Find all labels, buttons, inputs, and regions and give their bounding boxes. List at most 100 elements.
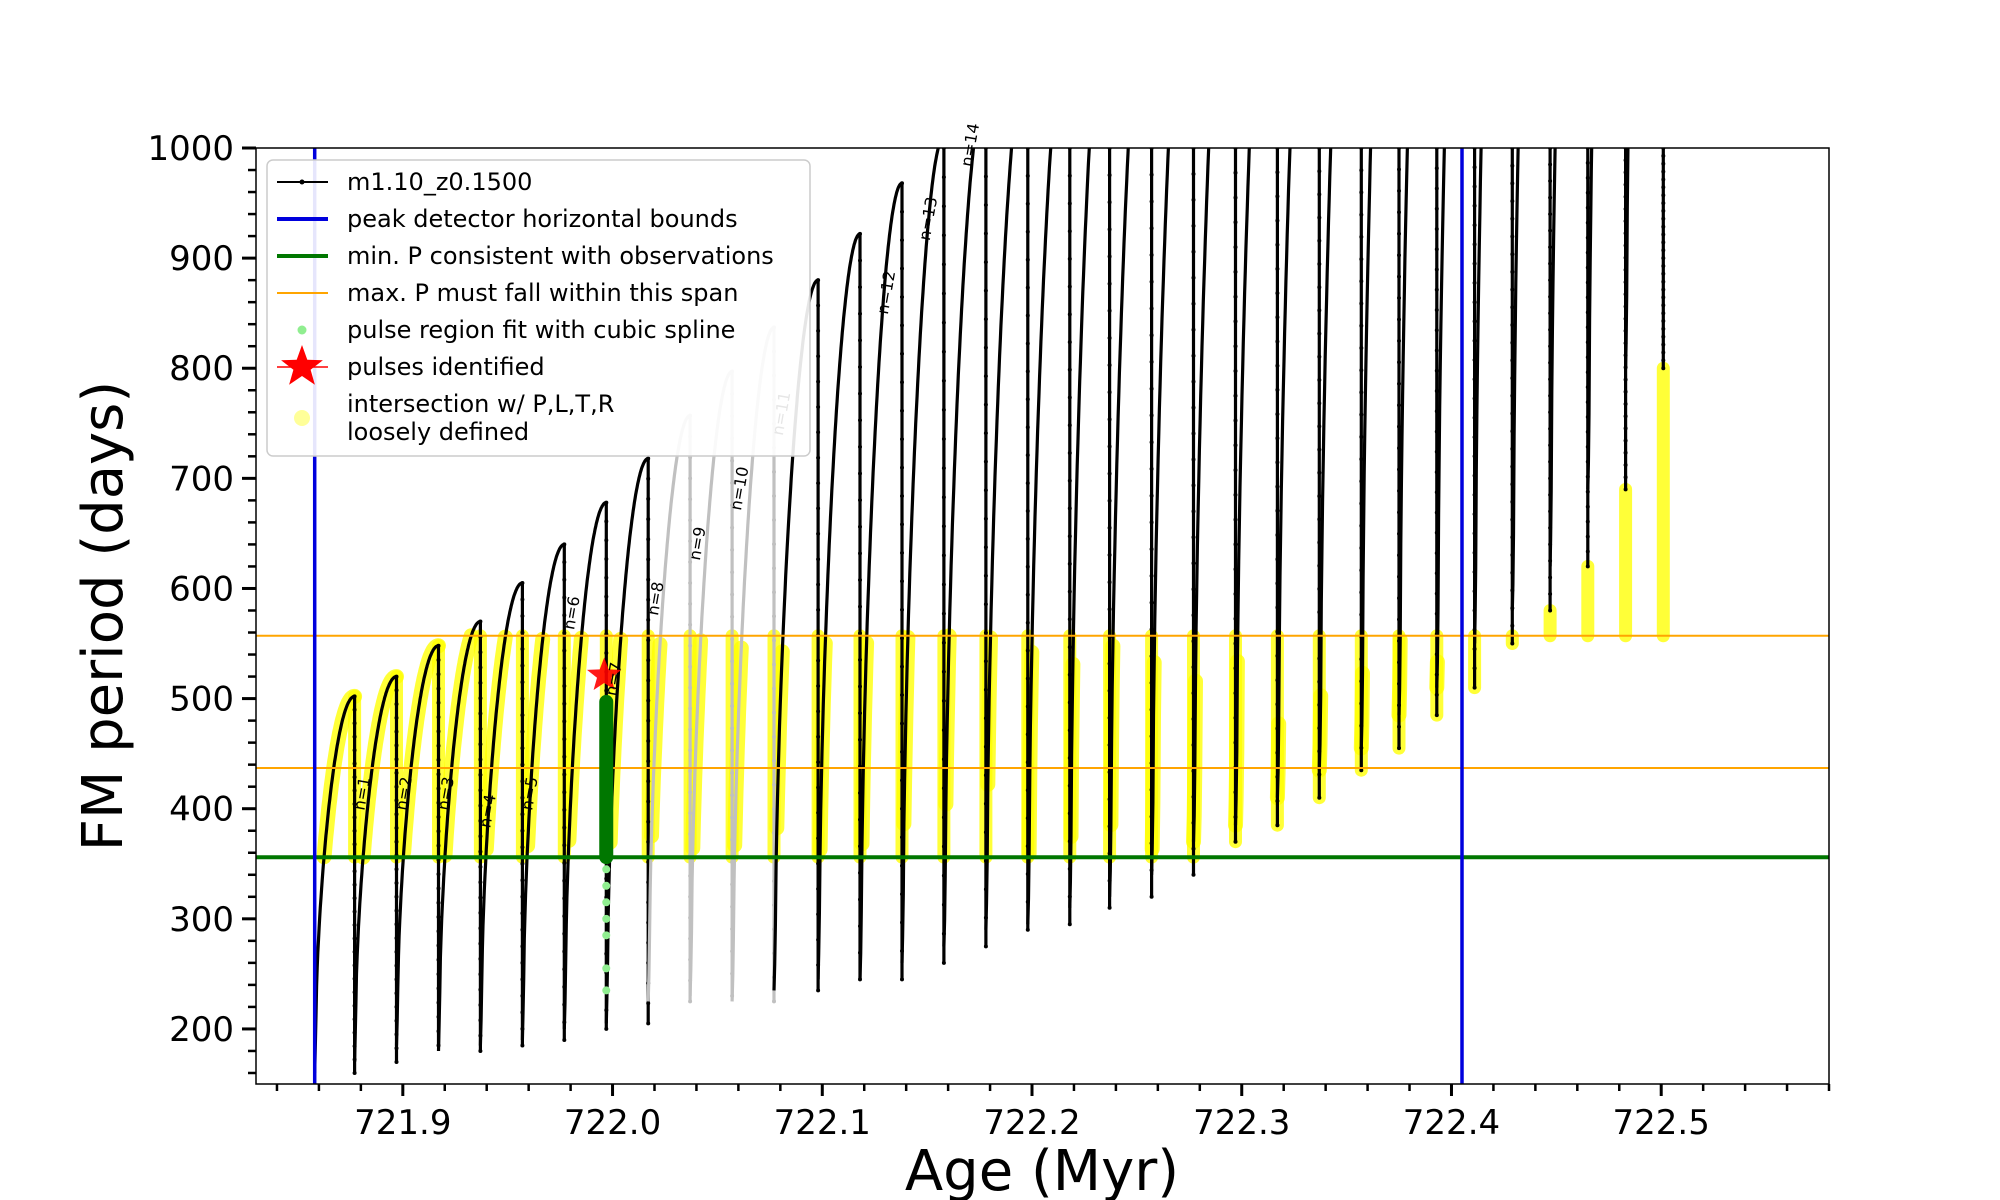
track-pulse-21 bbox=[1150, 148, 1196, 875]
track-marker bbox=[1025, 453, 1030, 458]
track-marker bbox=[562, 737, 567, 742]
track-marker bbox=[1233, 567, 1238, 572]
track-marker bbox=[1397, 274, 1401, 279]
track-marker bbox=[900, 522, 904, 527]
track-marker bbox=[1149, 466, 1154, 471]
track-marker bbox=[1397, 724, 1401, 729]
track-marker bbox=[858, 551, 862, 556]
track-marker bbox=[1233, 245, 1238, 250]
track-marker bbox=[1434, 389, 1439, 393]
track-marker bbox=[352, 694, 357, 699]
track-marker bbox=[941, 640, 946, 645]
track-marker bbox=[1661, 342, 1666, 347]
track-pulse-14 bbox=[858, 181, 904, 980]
track-marker bbox=[646, 779, 651, 784]
track-marker bbox=[1472, 261, 1477, 266]
track-marker bbox=[352, 923, 357, 927]
track-marker bbox=[1025, 620, 1030, 625]
track-marker bbox=[730, 659, 735, 664]
track-marker bbox=[688, 581, 693, 585]
track-marker bbox=[730, 726, 735, 731]
track-marker bbox=[941, 611, 946, 616]
track-marker bbox=[730, 837, 735, 842]
track-marker bbox=[478, 788, 483, 793]
legend: m1.10_z0.1500 peak detector horizontal b… bbox=[266, 159, 811, 457]
track-marker bbox=[858, 791, 862, 795]
track-marker bbox=[816, 684, 821, 688]
track-marker bbox=[1067, 589, 1072, 594]
track-marker bbox=[816, 658, 821, 663]
track-marker bbox=[1317, 215, 1322, 220]
track-marker bbox=[816, 481, 821, 486]
track-layer bbox=[313, 148, 1666, 1075]
track-marker bbox=[1191, 405, 1196, 410]
track-marker bbox=[1317, 192, 1322, 197]
track-marker bbox=[1661, 326, 1666, 331]
spline-point bbox=[602, 898, 611, 907]
track-marker bbox=[1585, 489, 1590, 494]
track-marker bbox=[1025, 425, 1030, 430]
track-marker bbox=[900, 550, 904, 555]
track-marker bbox=[562, 542, 567, 547]
track-marker bbox=[1359, 390, 1364, 395]
track-marker bbox=[436, 658, 441, 662]
track-marker bbox=[1275, 218, 1280, 223]
track-marker bbox=[1397, 338, 1401, 343]
track-marker bbox=[858, 657, 862, 662]
track-marker bbox=[394, 743, 399, 748]
track-marker bbox=[1275, 387, 1280, 392]
x-tick-label: 722.0 bbox=[564, 1103, 661, 1143]
track-marker bbox=[941, 495, 946, 500]
track-marker bbox=[772, 686, 776, 691]
track-marker bbox=[1548, 608, 1553, 613]
track-marker bbox=[1067, 173, 1072, 178]
track-pulse-20 bbox=[1108, 148, 1154, 897]
track-marker bbox=[1107, 200, 1112, 205]
track-marker bbox=[478, 1049, 483, 1053]
track-marker bbox=[730, 570, 735, 575]
track-marker bbox=[1107, 363, 1112, 368]
track-marker bbox=[983, 545, 988, 550]
track-marker bbox=[1661, 208, 1666, 213]
track-marker bbox=[478, 696, 483, 701]
track-marker bbox=[1107, 498, 1112, 503]
track-marker bbox=[900, 636, 904, 641]
track-marker bbox=[816, 455, 821, 460]
legend-handles bbox=[277, 179, 328, 426]
track-marker bbox=[1510, 305, 1515, 310]
track-marker bbox=[1548, 278, 1553, 283]
track-pulse-8 bbox=[604, 456, 650, 1024]
track-marker bbox=[1233, 170, 1238, 175]
track-marker bbox=[478, 680, 483, 685]
track-marker bbox=[1397, 360, 1401, 365]
track-marker bbox=[1548, 179, 1553, 183]
track-marker bbox=[1191, 172, 1196, 176]
track-marker bbox=[1472, 203, 1477, 208]
track-marker bbox=[1317, 795, 1322, 800]
track-marker bbox=[1548, 195, 1553, 200]
track-marker bbox=[1149, 493, 1154, 498]
track-marker bbox=[1317, 285, 1322, 290]
track-marker bbox=[983, 203, 988, 207]
track-marker bbox=[688, 685, 693, 690]
track-marker bbox=[1067, 201, 1072, 206]
track-marker bbox=[1233, 542, 1238, 547]
track-marker bbox=[478, 895, 483, 900]
track-marker bbox=[730, 704, 735, 708]
track-marker bbox=[1548, 245, 1553, 250]
legend-handle-intersection bbox=[294, 410, 310, 426]
legend-label-intersection: intersection w/ P,L,T,R bbox=[347, 390, 614, 418]
track-marker bbox=[436, 843, 441, 848]
track-marker bbox=[816, 785, 821, 790]
track-marker bbox=[352, 734, 357, 739]
track-marker bbox=[1585, 504, 1590, 509]
track-marker bbox=[1510, 323, 1515, 327]
track-marker bbox=[1397, 253, 1401, 258]
track-marker bbox=[730, 547, 735, 552]
track-marker bbox=[1317, 238, 1322, 243]
x-tick-label: 722.2 bbox=[983, 1103, 1080, 1143]
track-marker bbox=[1359, 434, 1364, 439]
track-marker bbox=[1661, 256, 1666, 261]
track-marker bbox=[1067, 478, 1072, 483]
track-marker bbox=[688, 811, 693, 816]
